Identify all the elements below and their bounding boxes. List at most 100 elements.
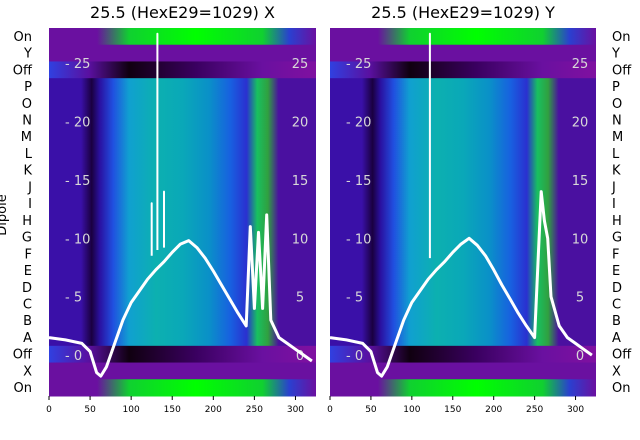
heatmap-row — [330, 44, 596, 62]
heatmap-row — [330, 228, 596, 246]
category-label-right: E — [612, 264, 620, 279]
category-label: M — [21, 130, 32, 145]
overlay-tick-label: - 0 — [65, 349, 82, 364]
heatmap-row — [330, 379, 596, 397]
category-label: X — [23, 364, 32, 379]
heatmap-row — [49, 278, 316, 297]
heatmap-row — [330, 78, 596, 96]
heatmap-row — [330, 128, 596, 146]
category-label: P — [24, 80, 32, 95]
overlay-tick-label-right: 15 — [572, 174, 589, 189]
heatmap-row — [330, 362, 596, 380]
category-label: Off — [13, 348, 33, 363]
heatmap-row — [330, 111, 596, 129]
category-label: L — [25, 147, 33, 162]
overlay-tick-label: - 5 — [65, 291, 82, 306]
overlay-tick-label: - 10 — [346, 232, 371, 247]
overlay-tick-label-right: 15 — [292, 174, 309, 189]
category-label: On — [14, 30, 32, 45]
category-label-right: O — [612, 97, 622, 112]
heatmap-row — [49, 245, 316, 263]
heatmap-row — [330, 262, 596, 280]
heatmap-row — [330, 312, 596, 330]
x-tick-label: 100 — [403, 405, 420, 415]
heatmap-row — [49, 195, 316, 213]
overlay-tick-label-right: 20 — [292, 115, 309, 130]
heatmap-row — [49, 345, 316, 364]
x-tick-label: 300 — [287, 405, 304, 415]
category-label-right: N — [612, 114, 622, 129]
heatmap-row — [49, 262, 316, 280]
heatmap-row — [330, 295, 596, 313]
heatmap-row — [330, 245, 596, 263]
y-axis-label: Dipole — [0, 194, 10, 235]
overlay-series-line — [329, 190, 593, 378]
category-label-right: F — [612, 247, 619, 262]
x-tick-label: 200 — [205, 405, 222, 415]
overlay-tick-label-right: 10 — [572, 232, 589, 247]
category-label-right: A — [612, 331, 621, 346]
x-tick-label: 50 — [84, 405, 96, 415]
category-label-right: On — [612, 381, 630, 396]
category-label-right: On — [612, 30, 630, 45]
category-label: On — [14, 381, 32, 396]
heatmap-row — [330, 329, 596, 347]
overlay-tick-label: - 0 — [346, 349, 363, 364]
heatmap-row — [49, 145, 316, 163]
category-label: Off — [13, 63, 33, 78]
overlay-tick-label-right: 0 — [576, 349, 584, 364]
category-label-right: Off — [612, 63, 632, 78]
category-label-right: L — [612, 147, 620, 162]
overlay-tick-label-right: 10 — [292, 232, 309, 247]
heatmap-row — [49, 178, 316, 196]
overlay-tick-label-right: 25 — [292, 57, 309, 72]
heatmap-row — [49, 128, 316, 146]
overlay-tick-label: - 25 — [65, 57, 90, 72]
heatmap-row — [49, 295, 316, 313]
overlay-tick-label-right: 20 — [572, 115, 589, 130]
overlay-tick-label-right: 0 — [296, 349, 304, 364]
heatmap-row — [330, 212, 596, 230]
heatmap-row — [330, 161, 596, 180]
category-label: N — [22, 114, 32, 129]
x-tick-label: 150 — [164, 405, 181, 415]
category-label-right: H — [612, 214, 622, 229]
heatmap-row — [330, 195, 596, 213]
category-label: Y — [23, 47, 32, 62]
category-label-right: Y — [611, 47, 620, 62]
heatmap-row — [330, 28, 596, 46]
category-label: O — [22, 97, 32, 112]
category-label: I — [28, 197, 32, 212]
category-label-right: P — [612, 80, 620, 95]
category-label: B — [23, 314, 32, 329]
x-tick-label: 250 — [246, 405, 263, 415]
heatmap-row — [49, 44, 316, 62]
x-tick-label: 300 — [567, 405, 584, 415]
overlay-tick-label: - 10 — [65, 232, 90, 247]
category-label: J — [27, 180, 32, 195]
x-tick-label: 0 — [327, 405, 333, 415]
category-label: G — [22, 231, 32, 246]
heatmap-row — [49, 362, 316, 380]
category-label-right: Off — [612, 348, 632, 363]
heatmap-row — [49, 111, 316, 129]
heatmap-row — [330, 278, 596, 297]
heatmap-row — [330, 94, 596, 113]
chart-title-y: 25.5 (HexE29=1029) Y — [371, 3, 555, 22]
overlay-tick-label: - 25 — [346, 57, 371, 72]
category-label-right: I — [612, 197, 616, 212]
overlay-tick-label: - 20 — [65, 115, 90, 130]
heatmap-row — [49, 379, 316, 397]
category-label: C — [23, 298, 32, 313]
category-label-right: C — [612, 298, 621, 313]
category-label-right: B — [612, 314, 621, 329]
x-tick-label: 100 — [123, 405, 140, 415]
x-tick-label: 250 — [526, 405, 543, 415]
category-label-right: M — [612, 130, 623, 145]
overlay-tick-label: - 15 — [65, 174, 90, 189]
overlay-tick-label-right: 25 — [572, 57, 589, 72]
overlay-series-line — [48, 213, 313, 378]
heatmap-row — [49, 161, 316, 180]
